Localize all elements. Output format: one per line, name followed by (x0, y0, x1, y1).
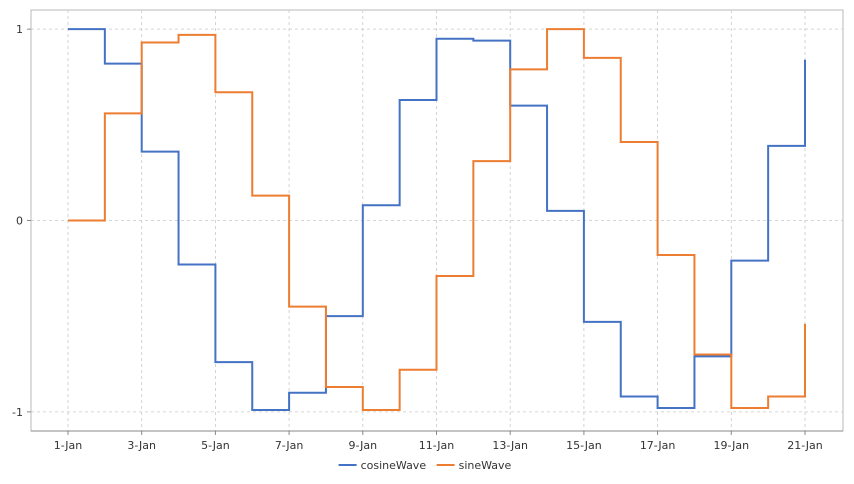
x-tick-label: 13-Jan (492, 439, 528, 452)
series-line-sineWave (68, 28, 806, 411)
y-tick-label: 1 (16, 23, 23, 36)
x-tick-label: 21-Jan (787, 439, 823, 452)
series-layer (68, 28, 806, 411)
x-tick-label: 3-Jan (127, 439, 156, 452)
axis-layer: 1-Jan 3-Jan 5-Jan 7-Jan 9-Jan 11-Jan 13-Jan 15-… (12, 23, 843, 452)
x-tick-label: 9-Jan (349, 439, 378, 452)
x-tick-label: 17-Jan (640, 439, 676, 452)
x-tick-label: 5-Jan (201, 439, 230, 452)
series-line-cosineWave (68, 28, 806, 411)
legend: cosineWave sineWave (338, 459, 512, 472)
y-tick-label: -1 (12, 406, 23, 419)
x-tick-label: 1-Jan (54, 439, 83, 452)
legend-label-sineWave: sineWave (459, 459, 512, 472)
x-tick-label: 11-Jan (419, 439, 455, 452)
x-tick-label: 15-Jan (566, 439, 602, 452)
y-tick-label: 0 (16, 215, 23, 228)
x-tick-label: 7-Jan (275, 439, 304, 452)
legend-label-cosineWave: cosineWave (361, 459, 427, 472)
x-tick-label: 19-Jan (714, 439, 750, 452)
